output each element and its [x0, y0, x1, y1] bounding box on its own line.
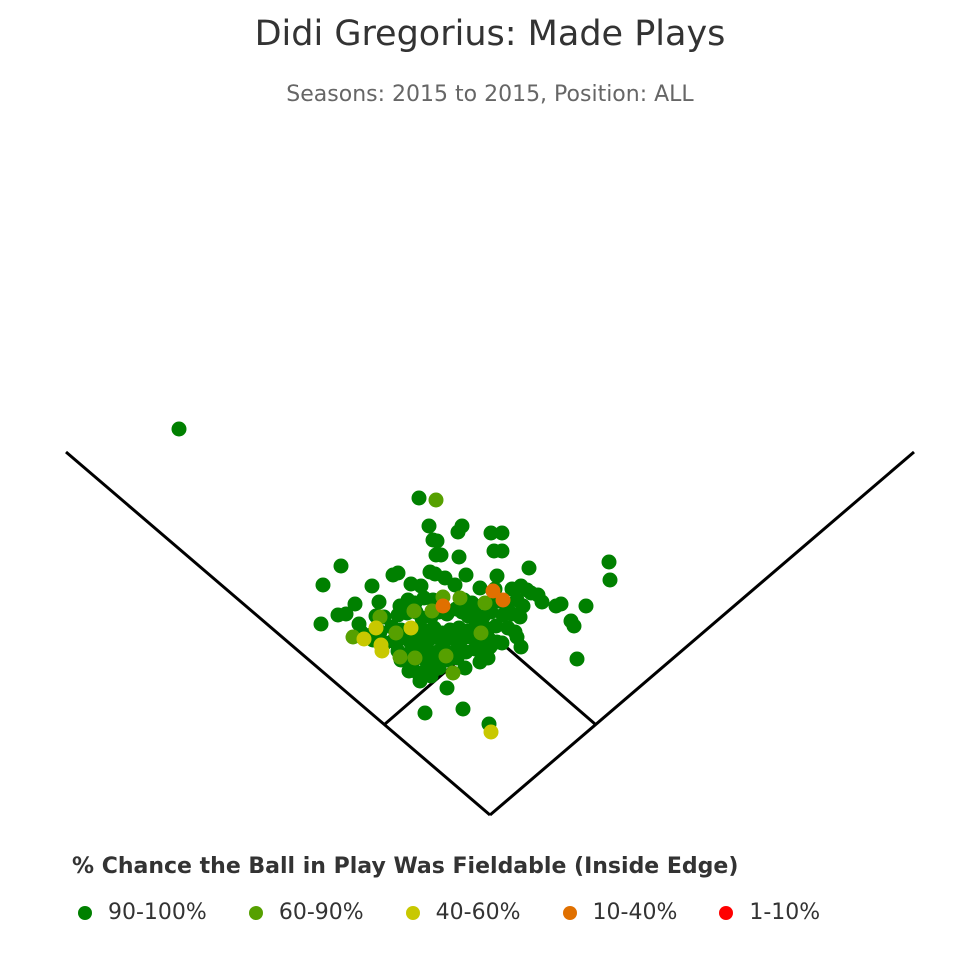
- play-point[interactable]: [411, 490, 427, 506]
- play-point[interactable]: [450, 524, 466, 540]
- play-point[interactable]: [483, 724, 499, 740]
- play-point[interactable]: [368, 620, 384, 636]
- legend-item-60-90[interactable]: 60-90%: [248, 900, 364, 925]
- play-point[interactable]: [433, 547, 449, 563]
- play-point[interactable]: [472, 580, 488, 596]
- legend-item-10-40[interactable]: 10-40%: [562, 900, 678, 925]
- legend-marker: [719, 905, 734, 920]
- play-point[interactable]: [438, 648, 454, 664]
- play-point[interactable]: [569, 651, 585, 667]
- play-point[interactable]: [534, 594, 550, 610]
- play-point[interactable]: [480, 650, 496, 666]
- play-point[interactable]: [406, 603, 422, 619]
- play-point[interactable]: [392, 649, 408, 665]
- play-point[interactable]: [435, 598, 451, 614]
- legend-label: 40-60%: [435, 900, 521, 925]
- play-point[interactable]: [423, 668, 439, 684]
- play-point[interactable]: [473, 625, 489, 641]
- infield-right-baseline: [489, 631, 596, 726]
- play-point[interactable]: [439, 680, 455, 696]
- legend-title: % Chance the Ball in Play Was Fieldable …: [72, 854, 739, 879]
- play-point[interactable]: [452, 590, 468, 606]
- play-point[interactable]: [421, 518, 437, 534]
- legend-label: 60-90%: [278, 900, 364, 925]
- play-point[interactable]: [390, 565, 406, 581]
- legend-item-90-100[interactable]: 90-100%: [78, 900, 207, 925]
- play-point[interactable]: [521, 560, 537, 576]
- legend-marker: [248, 905, 263, 920]
- play-point[interactable]: [407, 650, 423, 666]
- play-point[interactable]: [417, 705, 433, 721]
- play-point[interactable]: [429, 533, 445, 549]
- play-point[interactable]: [566, 618, 582, 634]
- play-point[interactable]: [313, 616, 329, 632]
- play-point[interactable]: [494, 525, 510, 541]
- play-point[interactable]: [428, 492, 444, 508]
- play-point[interactable]: [601, 554, 617, 570]
- play-point[interactable]: [333, 558, 349, 574]
- play-point[interactable]: [488, 618, 504, 634]
- legend: 90-100% 60-90% 40-60% 10-40% 1-10%: [78, 900, 862, 925]
- play-point[interactable]: [494, 543, 510, 559]
- play-point[interactable]: [494, 635, 510, 651]
- play-point[interactable]: [457, 660, 473, 676]
- play-point[interactable]: [315, 577, 331, 593]
- play-point[interactable]: [602, 572, 618, 588]
- legend-label: 10-40%: [592, 900, 678, 925]
- left-foul-line: [65, 450, 491, 817]
- play-point[interactable]: [458, 567, 474, 583]
- legend-label: 90-100%: [108, 900, 207, 925]
- play-point[interactable]: [364, 578, 380, 594]
- legend-label: 1-10%: [749, 900, 821, 925]
- play-point[interactable]: [171, 421, 187, 437]
- legend-marker: [78, 905, 92, 920]
- play-point[interactable]: [477, 595, 493, 611]
- play-point[interactable]: [338, 606, 354, 622]
- chart-title: Didi Gregorius: Made Plays: [254, 14, 726, 54]
- play-point[interactable]: [451, 549, 467, 565]
- chart-subtitle: Seasons: 2015 to 2015, Position: ALL: [286, 82, 694, 107]
- play-point[interactable]: [512, 609, 528, 625]
- play-point[interactable]: [445, 665, 461, 681]
- play-point[interactable]: [388, 625, 404, 641]
- play-point[interactable]: [447, 577, 463, 593]
- legend-marker: [562, 905, 577, 920]
- play-point[interactable]: [485, 583, 501, 599]
- play-point[interactable]: [356, 631, 372, 647]
- play-point[interactable]: [374, 643, 390, 659]
- play-point[interactable]: [578, 598, 594, 614]
- legend-item-40-60[interactable]: 40-60%: [405, 900, 521, 925]
- play-point[interactable]: [413, 578, 429, 594]
- legend-item-1-10[interactable]: 1-10%: [719, 900, 820, 925]
- play-point[interactable]: [513, 639, 529, 655]
- right-foul-line: [489, 450, 915, 817]
- play-point[interactable]: [403, 620, 419, 636]
- play-point[interactable]: [371, 594, 387, 610]
- play-point[interactable]: [455, 701, 471, 717]
- plot-points: [171, 421, 618, 740]
- play-point[interactable]: [489, 568, 505, 584]
- play-point[interactable]: [347, 596, 363, 612]
- play-point[interactable]: [495, 592, 511, 608]
- legend-marker: [405, 905, 420, 920]
- play-point[interactable]: [553, 596, 569, 612]
- play-point[interactable]: [483, 525, 499, 541]
